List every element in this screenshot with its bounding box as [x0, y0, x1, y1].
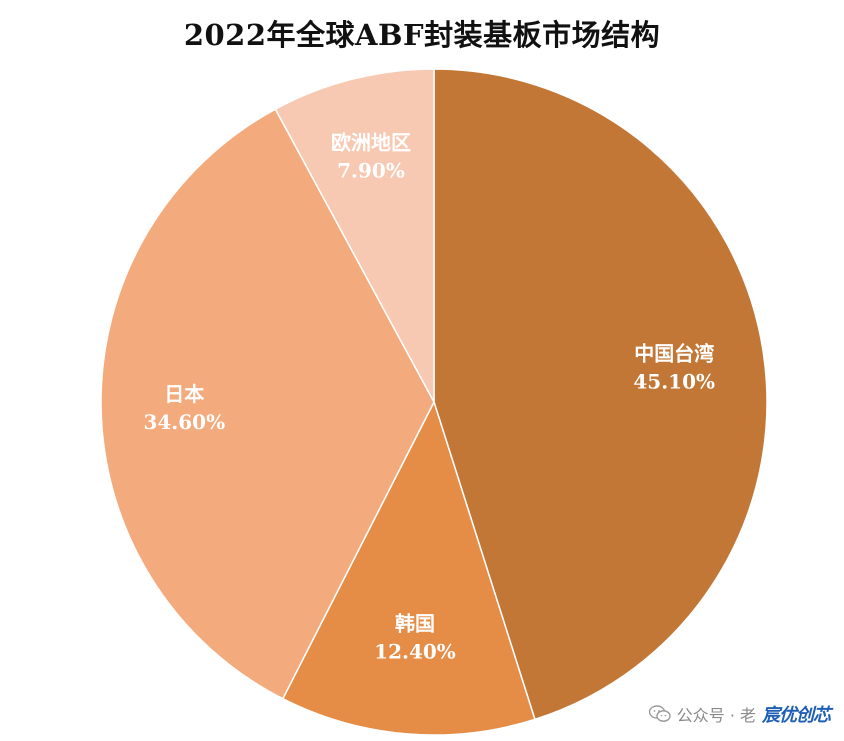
slice-category-label: 日本	[164, 382, 204, 406]
wechat-icon	[648, 705, 671, 723]
pie-slice-2	[281, 400, 536, 736]
pie-slices	[100, 68, 768, 736]
slice-value-label: 7.90%	[337, 158, 405, 182]
slice-value-label: 45.10%	[633, 370, 715, 394]
chart-title: 2022年全球ABF封装基板市场结构	[183, 18, 661, 52]
pie-slice-4	[274, 68, 435, 403]
pie-slice-1	[433, 68, 768, 721]
slice-category-label: 中国台湾	[634, 342, 714, 366]
brand-logo: 宸优创芯	[762, 705, 831, 726]
watermark-text: 公众号 · 老	[676, 706, 756, 725]
slice-value-label: 12.40%	[374, 639, 456, 663]
pie-slice-3	[100, 108, 435, 700]
slice-category-label: 韩国	[395, 611, 435, 635]
slice-category-label: 欧洲地区	[331, 130, 411, 154]
watermark: 公众号 · 老 宸优创芯	[648, 701, 831, 727]
pie-labels: 中国台湾 45.10% 韩国 12.40% 日本 34.60% 欧洲地区 7.90%	[143, 130, 715, 663]
slice-value-label: 34.60%	[143, 410, 225, 434]
